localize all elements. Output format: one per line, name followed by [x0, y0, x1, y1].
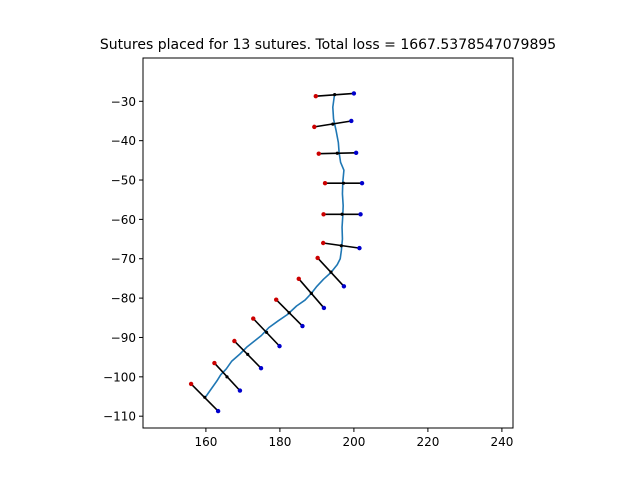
- chart-title: Sutures placed for 13 sutures. Total los…: [100, 37, 556, 53]
- suture-left-point-2: [312, 124, 317, 130]
- suture-left-point-10: [251, 316, 256, 321]
- x-tick-label: 200: [342, 435, 365, 449]
- suture-center-point-5: [340, 212, 344, 216]
- suture-right-point-2: [349, 118, 354, 124]
- suture-left-point-4: [322, 180, 328, 186]
- suture-right-point-13: [215, 408, 221, 414]
- suture-right-point-1: [351, 91, 357, 96]
- y-tick-label: −70: [111, 252, 136, 266]
- suture-center-point-4: [341, 181, 346, 185]
- suture-left-point-13: [188, 381, 194, 387]
- suture-right-point-9: [300, 323, 305, 329]
- suture-left-point-3: [316, 151, 321, 156]
- suture-center-point-13: [203, 395, 207, 399]
- plot-frame: [142, 57, 514, 429]
- y-tick-label: −100: [103, 370, 136, 384]
- y-tick-label: −90: [111, 331, 136, 345]
- x-axis: 160 180 200 220 240: [194, 428, 513, 449]
- suture-center-point-3: [335, 151, 339, 155]
- wound-curve-line: [205, 93, 345, 397]
- suture-left-point-9: [274, 297, 279, 302]
- suture-left-point-5: [321, 212, 326, 217]
- suture-right-point-11: [258, 365, 264, 371]
- y-tick-label: −80: [111, 292, 136, 306]
- suture-left-point-11: [232, 338, 237, 344]
- suture-right-point-4: [359, 180, 365, 186]
- suture-left-point-8: [296, 276, 301, 282]
- suture-center-point-7: [329, 270, 333, 274]
- x-tick-label: 240: [490, 435, 513, 449]
- y-tick-label: −40: [111, 134, 136, 148]
- y-tick-label: −30: [111, 95, 136, 109]
- suture-center-point-11: [246, 352, 250, 356]
- suture-center-point-8: [309, 291, 313, 295]
- x-tick-label: 220: [416, 435, 439, 449]
- suture-center-point-12: [225, 375, 229, 379]
- suture-right-point-12: [237, 388, 243, 393]
- suture-center-point-6: [339, 244, 343, 248]
- y-tick-label: −50: [111, 174, 136, 188]
- suture-center-point-10: [264, 330, 269, 334]
- suture-center-point-9: [287, 311, 291, 315]
- plot-area: [188, 91, 365, 414]
- suture-right-point-8: [321, 305, 327, 311]
- suture-left-point-7: [315, 255, 320, 261]
- y-tick-label: −60: [111, 213, 136, 227]
- suture-center-point-1: [333, 93, 337, 97]
- suture-right-point-3: [353, 150, 359, 156]
- y-tick-label: −110: [103, 410, 136, 424]
- x-tick-label: 180: [268, 435, 291, 449]
- suture-left-point-1: [313, 93, 318, 99]
- y-axis: −30 −40 −50 −60 −70 −80 −90 −100 −110: [103, 95, 143, 424]
- suture-right-point-5: [358, 212, 363, 217]
- x-tick-label: 160: [194, 435, 217, 449]
- suture-left-point-6: [320, 240, 326, 246]
- suture-right-point-7: [341, 284, 347, 289]
- suture-center-point-2: [331, 122, 335, 126]
- suture-right-point-10: [277, 343, 282, 349]
- suture-left-point-12: [212, 360, 217, 366]
- suture-right-point-6: [357, 245, 362, 251]
